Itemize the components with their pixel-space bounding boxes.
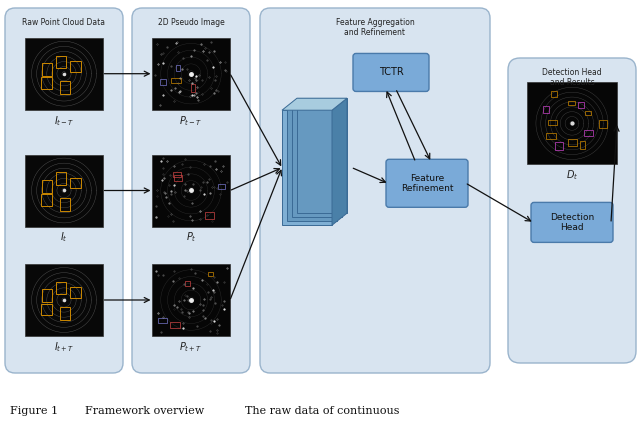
Polygon shape <box>292 102 342 217</box>
Bar <box>152 154 230 226</box>
Bar <box>207 272 213 276</box>
Text: Feature Aggregation
and Refinement: Feature Aggregation and Refinement <box>335 18 414 37</box>
Text: TCTR: TCTR <box>379 67 403 77</box>
Bar <box>42 289 51 302</box>
Bar <box>543 106 549 113</box>
Bar <box>60 81 70 94</box>
Bar <box>176 65 180 71</box>
Text: $P_{t-T}$: $P_{t-T}$ <box>179 114 203 127</box>
Text: $P_t$: $P_t$ <box>186 231 196 244</box>
Bar <box>527 82 617 165</box>
Bar <box>568 139 577 146</box>
Bar <box>580 141 585 149</box>
Text: Figure 1: Figure 1 <box>10 406 58 416</box>
Bar <box>568 101 575 105</box>
Bar <box>60 307 70 320</box>
FancyBboxPatch shape <box>508 58 636 363</box>
Bar <box>191 84 195 92</box>
Bar <box>70 287 81 298</box>
Bar <box>25 264 103 336</box>
Polygon shape <box>297 98 347 213</box>
Bar <box>170 322 180 328</box>
FancyBboxPatch shape <box>5 8 123 373</box>
Text: 2D Pseudo Image: 2D Pseudo Image <box>157 18 225 27</box>
Bar <box>548 121 557 125</box>
Bar <box>25 38 103 110</box>
FancyBboxPatch shape <box>353 53 429 91</box>
Bar <box>585 111 591 115</box>
Bar <box>546 133 556 140</box>
Polygon shape <box>287 106 337 221</box>
Bar <box>40 304 52 315</box>
Bar <box>25 154 103 226</box>
Text: $P_{t+T}$: $P_{t+T}$ <box>179 340 203 354</box>
Bar <box>56 282 67 294</box>
Bar <box>157 318 167 323</box>
Text: Raw Point Cloud Data: Raw Point Cloud Data <box>22 18 106 27</box>
FancyBboxPatch shape <box>132 8 250 373</box>
Bar <box>172 78 181 83</box>
Bar <box>42 63 51 76</box>
Bar <box>40 194 52 206</box>
Text: Framework overview: Framework overview <box>85 406 204 416</box>
Polygon shape <box>332 98 347 225</box>
Bar <box>579 102 584 108</box>
Text: $I_t$: $I_t$ <box>60 231 68 244</box>
FancyBboxPatch shape <box>386 159 468 207</box>
Bar <box>584 130 593 136</box>
Text: $D_t$: $D_t$ <box>566 168 578 182</box>
Text: $I_{t-T}$: $I_{t-T}$ <box>54 114 74 127</box>
FancyBboxPatch shape <box>531 202 613 242</box>
Bar <box>551 91 557 97</box>
Polygon shape <box>282 98 347 110</box>
Bar <box>160 79 166 85</box>
Bar <box>42 180 51 192</box>
Polygon shape <box>282 110 332 225</box>
Bar <box>173 172 180 177</box>
Bar <box>218 184 225 189</box>
Bar <box>56 56 67 68</box>
Text: Detection
Head: Detection Head <box>550 213 594 232</box>
Bar <box>174 175 182 181</box>
Bar <box>56 173 67 185</box>
Text: $I_{t+T}$: $I_{t+T}$ <box>54 340 74 354</box>
Bar <box>60 198 70 211</box>
Bar <box>184 281 190 286</box>
Bar <box>205 212 214 219</box>
Bar <box>599 121 607 128</box>
Bar <box>70 178 81 188</box>
Text: Detection Head
and Results: Detection Head and Results <box>542 68 602 88</box>
Bar <box>556 143 563 150</box>
Bar <box>152 38 230 110</box>
Text: The raw data of continuous: The raw data of continuous <box>245 406 399 416</box>
Text: Feature
Refinement: Feature Refinement <box>401 173 453 193</box>
Bar <box>70 61 81 71</box>
Bar <box>40 77 52 89</box>
Bar <box>152 264 230 336</box>
FancyBboxPatch shape <box>260 8 490 373</box>
